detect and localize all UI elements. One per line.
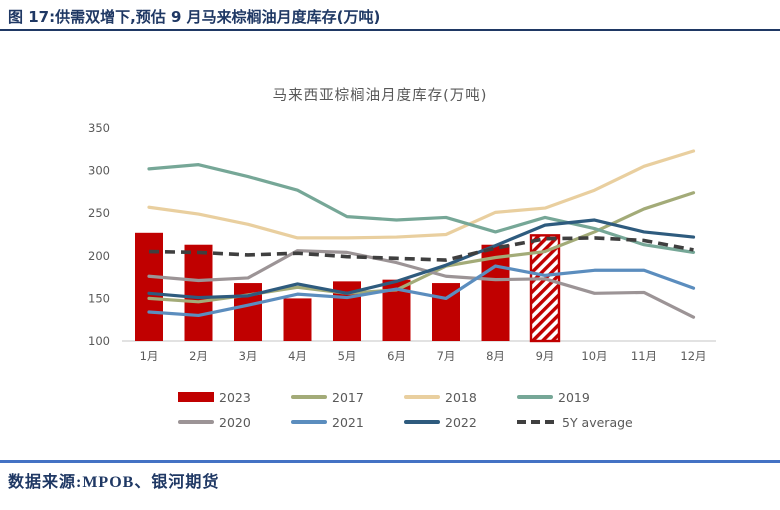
- legend-swatch-2021: [291, 420, 327, 424]
- x-axis-label: 10月: [581, 349, 607, 363]
- legend-swatch-2019: [517, 395, 553, 399]
- x-axis-label: 8月: [486, 349, 505, 363]
- figure-title: 图 17:供需双增下,预估 9 月马来棕榈油月度库存(万吨): [8, 8, 381, 26]
- x-axis-label: 3月: [239, 349, 258, 363]
- chart-title: 马来西亚棕榈油月度库存(万吨): [272, 88, 488, 104]
- legend-label-2018: 2018: [445, 389, 477, 405]
- legend-swatch-5y-average: [517, 420, 557, 424]
- x-axis-label: 9月: [536, 349, 555, 363]
- legend-label-2017: 2017: [332, 389, 364, 405]
- y-axis-tick-label: 300: [88, 164, 110, 178]
- legend-label-2023: 2023: [219, 389, 251, 405]
- y-axis-tick-label: 250: [88, 206, 110, 220]
- legend-label-2020: 2020: [219, 414, 251, 430]
- line-2019: [147, 163, 696, 254]
- legend-swatch-2023: [178, 392, 214, 402]
- legend-item-2018: 2018: [404, 386, 517, 408]
- bar-2023: [135, 232, 163, 341]
- legend-label-2019: 2019: [558, 389, 590, 405]
- bar-2023: [481, 244, 510, 341]
- line-2018: [147, 149, 696, 240]
- y-axis-tick-label: 200: [88, 249, 110, 263]
- legend-swatch-2020: [178, 420, 214, 424]
- legend-item-2022: 2022: [404, 411, 517, 433]
- chart-legend: 2023 2017 2018 2019 2020 2021 2022 5Y average: [178, 386, 633, 433]
- y-axis-tick-label: 100: [88, 334, 110, 348]
- line-5y-average: [148, 236, 694, 262]
- source-note: 数据来源:MPOB、银河期货: [8, 474, 220, 491]
- x-axis-label: 2月: [189, 349, 208, 363]
- bar-2023: [283, 298, 312, 341]
- legend-item-2023: 2023: [178, 386, 291, 408]
- x-axis-label: 1月: [140, 349, 159, 363]
- legend-swatch-2022: [404, 420, 440, 424]
- source-divider: [0, 460, 780, 463]
- x-axis-label: 4月: [288, 349, 307, 363]
- line-2021: [147, 264, 696, 318]
- line-2020: [147, 249, 696, 319]
- x-axis-label: 7月: [437, 349, 456, 363]
- y-axis-tick-label: 350: [88, 121, 110, 135]
- legend-item-2019: 2019: [517, 386, 630, 408]
- x-axis-label: 12月: [680, 349, 706, 363]
- legend-swatch-2017: [291, 395, 327, 399]
- x-axis-label: 5月: [338, 349, 357, 363]
- legend-label-2022: 2022: [445, 414, 477, 430]
- palm-oil-inventory-chart: 100 150 200 250 300 350 1月 2月 3月 4月 5月 6月 7月 8月 9月 10月 1…: [88, 121, 716, 363]
- legend-label-5y-average: 5Y average: [562, 414, 633, 430]
- legend-swatch-2018: [404, 395, 440, 399]
- legend-label-2021: 2021: [332, 414, 364, 430]
- bar-2023: [234, 283, 262, 341]
- legend-item-2017: 2017: [291, 386, 404, 408]
- legend-item-2021: 2021: [291, 411, 404, 433]
- line-2017: [147, 191, 696, 304]
- y-axis-tick-label: 150: [88, 291, 110, 305]
- title-underline: [0, 29, 780, 31]
- bar-2023: [184, 244, 213, 341]
- x-axis-label: 11月: [631, 349, 657, 363]
- legend-item-2020: 2020: [178, 411, 291, 433]
- line-2022: [147, 218, 696, 300]
- legend-item-5y-average: 5Y average: [517, 411, 633, 433]
- x-axis-label: 6月: [387, 349, 406, 363]
